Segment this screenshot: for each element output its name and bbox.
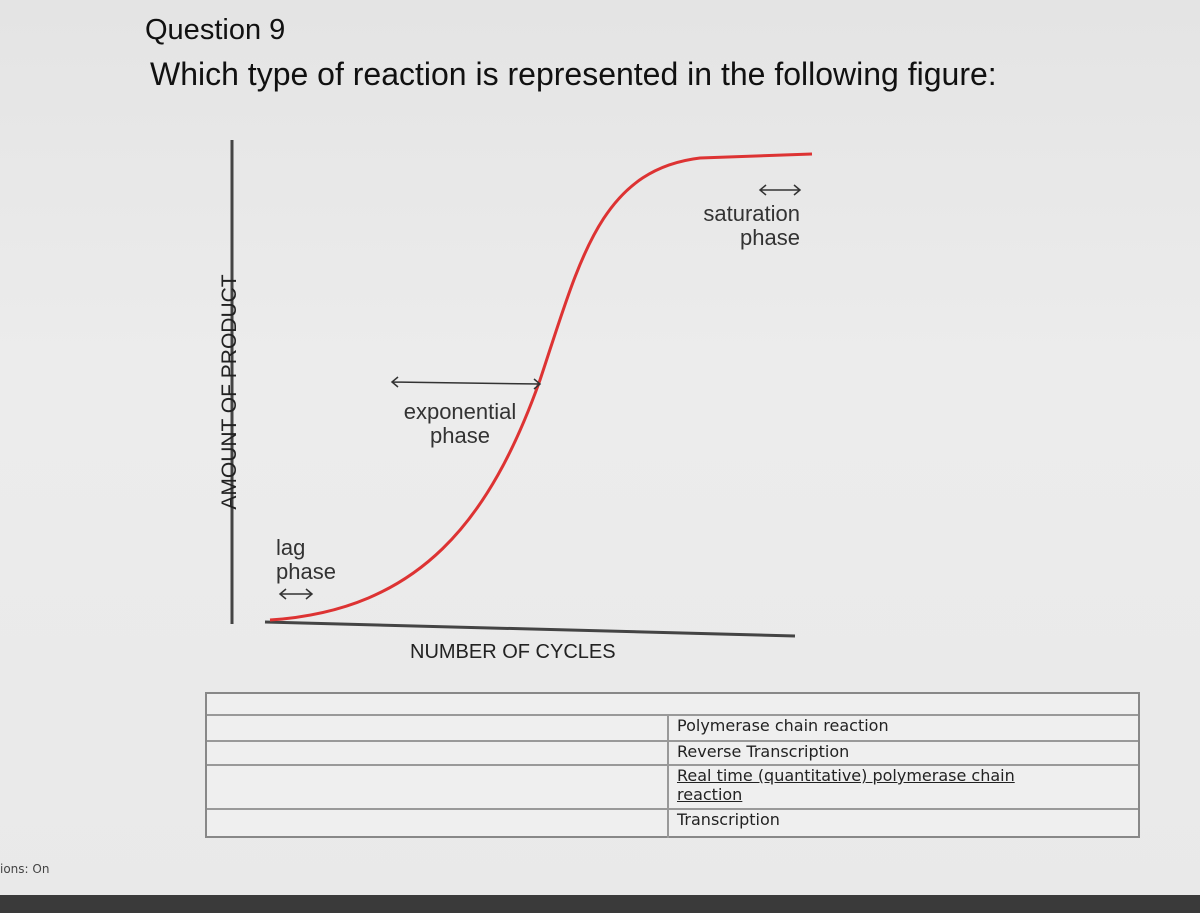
option-row[interactable]: Transcription bbox=[207, 808, 1138, 838]
option-text[interactable]: Transcription bbox=[667, 810, 1077, 838]
x-axis-label: NUMBER OF CYCLES bbox=[410, 641, 616, 663]
option-row[interactable]: Polymerase chain reaction bbox=[207, 714, 1138, 740]
phase-label: saturation phase bbox=[703, 201, 800, 250]
option-text[interactable]: Real time (quantitative) polymerase chai… bbox=[667, 766, 1077, 808]
phase-label: lag phase bbox=[276, 535, 336, 584]
status-text: ions: On bbox=[0, 862, 50, 876]
y-axis-label: AMOUNT OF PRODUCT bbox=[218, 274, 241, 510]
option-text[interactable]: Reverse Transcription bbox=[667, 742, 1077, 764]
options-table: Polymerase chain reaction Reverse Transc… bbox=[205, 692, 1140, 838]
phase-arrows bbox=[278, 184, 802, 600]
x-axis bbox=[264, 620, 796, 638]
bottom-bar bbox=[0, 895, 1200, 913]
question-number: Question 9 bbox=[145, 14, 286, 46]
phase-label: exponential phase bbox=[403, 399, 517, 448]
question-text: Which type of reaction is represented in… bbox=[150, 56, 997, 92]
option-row[interactable]: Real time (quantitative) polymerase chai… bbox=[207, 764, 1138, 808]
option-row[interactable]: Reverse Transcription bbox=[207, 740, 1138, 764]
option-text[interactable]: Polymerase chain reaction bbox=[667, 716, 1077, 740]
growth-curve bbox=[269, 152, 813, 622]
